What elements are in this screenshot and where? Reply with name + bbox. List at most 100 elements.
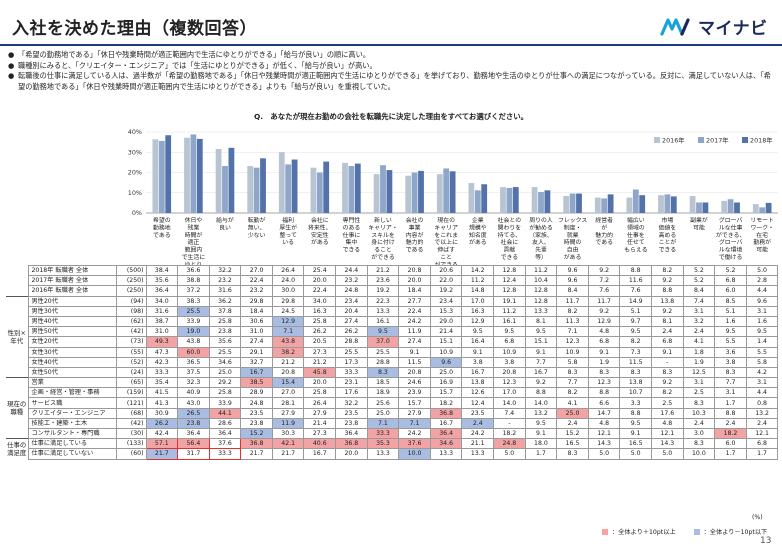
category-label: 魅力的 bbox=[406, 238, 424, 246]
page-title: 入社を決めた理由（複数回答） bbox=[12, 19, 257, 39]
bar-2016年-7 bbox=[373, 174, 380, 213]
legend-label: 2016年 bbox=[662, 136, 685, 145]
table-cell: 40.9 bbox=[177, 387, 210, 399]
bar-2016年-11 bbox=[500, 187, 506, 213]
table-row: 技能工・建築・土木 (42) 26.2 23.8 28.6 23.8 11.9 21.4 23.… bbox=[6, 417, 779, 430]
table-cell: 12.3 bbox=[587, 377, 621, 389]
category-label: 無い、 bbox=[248, 223, 266, 231]
table-cell: 3.0 bbox=[682, 427, 716, 440]
table-cell: 8.8 bbox=[619, 264, 652, 277]
table-cell: 3.8 bbox=[714, 356, 747, 368]
category-label: 可能 bbox=[693, 223, 705, 231]
table-cell: 2.8 bbox=[745, 275, 779, 287]
table-cell: 11.7 bbox=[556, 295, 589, 307]
table-cell: 1.9 bbox=[587, 356, 621, 368]
table-cell: 1.9 bbox=[682, 356, 716, 368]
table-cell: 38.8 bbox=[177, 275, 210, 287]
highlight-legend: ：全体より＋10pt以上 ：全体より－10pt以下 bbox=[602, 527, 767, 536]
table-cell: 20.6 bbox=[429, 264, 463, 277]
table-cell: 31.7 bbox=[177, 448, 210, 460]
table-cell: 1.7 bbox=[745, 448, 779, 460]
category-label: 将来性、 bbox=[308, 223, 332, 231]
bar-2016年-4 bbox=[278, 152, 285, 213]
bar-2016年-6 bbox=[342, 162, 348, 213]
table-cell: 33.3 bbox=[366, 427, 400, 440]
table-cell: 16.5 bbox=[556, 438, 589, 450]
category-label: こと bbox=[440, 254, 452, 261]
category-label: 社会に bbox=[501, 238, 519, 246]
table-cell: 6.8 bbox=[745, 438, 779, 450]
category-label: 残業 bbox=[188, 223, 200, 231]
data-table: 2018年 転職者 全体 (500) 38.4 36.6 32.2 27.0 26.4 25.… bbox=[6, 264, 779, 460]
table-cell: 21.7 bbox=[145, 448, 179, 460]
category-label: 幅広い bbox=[627, 216, 645, 224]
table-cell: 18.9 bbox=[366, 387, 400, 399]
table-cell: 16.1 bbox=[493, 315, 526, 328]
table-cell: 23.2 bbox=[335, 275, 368, 287]
table-cell: 12.3 bbox=[556, 336, 589, 348]
table-cell: 28.1 bbox=[271, 397, 305, 409]
bar-2018年-11 bbox=[512, 187, 519, 213]
bar-2016年-5 bbox=[310, 167, 317, 213]
category-label: （家族、 bbox=[529, 231, 553, 239]
table-cell: 33.3 bbox=[145, 366, 179, 379]
category-label: で働ける bbox=[719, 253, 743, 261]
table-cell: 33.3 bbox=[208, 448, 242, 460]
row-n: (250) bbox=[115, 275, 147, 287]
row-label: 2016年 転職者 全体 bbox=[27, 285, 117, 297]
logo-text: マイナビ bbox=[698, 18, 768, 39]
table-cell: 7.7 bbox=[556, 377, 589, 389]
table-row: 女性50代 (24) 33.3 37.5 25.0 16.7 20.8 45.8 33.3 8.3… bbox=[6, 366, 779, 379]
table-cell: 12.3 bbox=[493, 377, 526, 389]
row-n: (65) bbox=[115, 377, 147, 389]
table-cell: 12.8 bbox=[524, 295, 558, 307]
group-label: 現在の職種 bbox=[6, 377, 29, 439]
table-cell: 27.4 bbox=[240, 336, 273, 348]
table-cell: 4.1 bbox=[682, 336, 716, 348]
table-cell: 31.0 bbox=[240, 326, 273, 338]
table-cell: 27.3 bbox=[303, 346, 337, 358]
table-cell: 8.4 bbox=[556, 285, 589, 297]
table-cell: 30.3 bbox=[271, 427, 305, 440]
table-cell: 2.4 bbox=[461, 417, 495, 430]
table-cell: 8.3 bbox=[682, 397, 716, 409]
table-cell: 23.4 bbox=[335, 295, 368, 307]
table-cell: 12.8 bbox=[493, 285, 526, 297]
table-cell: 36.4 bbox=[177, 427, 210, 440]
table-row: 女性20代 (73) 49.3 43.8 35.6 27.4 43.8 20.5 28.8 37.… bbox=[6, 336, 779, 348]
bar-2018年-6 bbox=[354, 163, 361, 213]
table-cell: 2.4 bbox=[714, 417, 747, 430]
bar-2018年-15 bbox=[639, 195, 646, 213]
bar-2017年-5 bbox=[316, 172, 323, 213]
table-cell: 2.4 bbox=[682, 326, 716, 338]
row-label: クリエイター・エンジニア bbox=[27, 407, 117, 419]
table-cell: 27.4 bbox=[398, 336, 431, 348]
category-label: 仕事を bbox=[627, 231, 645, 239]
table-cell: 6.0 bbox=[714, 285, 747, 297]
category-label: 社会との bbox=[498, 216, 522, 224]
table-cell: 37.5 bbox=[177, 366, 210, 379]
table-row: コンサルタント・専門職 (30) 42.4 36.4 36.4 15.2 30.3 27.3 3… bbox=[6, 427, 779, 440]
table-cell: 37.2 bbox=[177, 285, 210, 297]
table-cell: 7.7 bbox=[524, 356, 558, 368]
row-n: (62) bbox=[115, 315, 147, 328]
category-label: 希望の bbox=[153, 216, 171, 224]
table-cell: 10.9 bbox=[493, 346, 526, 358]
category-label: 副業が bbox=[690, 216, 708, 224]
table-cell: 26.2 bbox=[335, 326, 368, 338]
table-cell: 23.5 bbox=[335, 407, 368, 419]
table-cell: 14.0 bbox=[524, 397, 558, 409]
table-cell: 9.1 bbox=[398, 346, 431, 358]
table-cell: 42.1 bbox=[271, 438, 305, 450]
category-label: 給与が bbox=[216, 216, 234, 224]
row-label: 営業 bbox=[27, 377, 117, 389]
table-cell: 13.3 bbox=[461, 448, 495, 460]
category-label: が勧める bbox=[529, 223, 553, 231]
table-cell: 23.8 bbox=[240, 417, 273, 430]
row-label: 男性30代 bbox=[27, 305, 117, 317]
table-cell: 31.6 bbox=[208, 285, 242, 297]
bar-2016年-8 bbox=[405, 175, 412, 213]
category-label: 魅力的 bbox=[595, 231, 613, 239]
bar-2018年-19 bbox=[765, 202, 772, 213]
bar-2017年-9 bbox=[443, 168, 450, 213]
